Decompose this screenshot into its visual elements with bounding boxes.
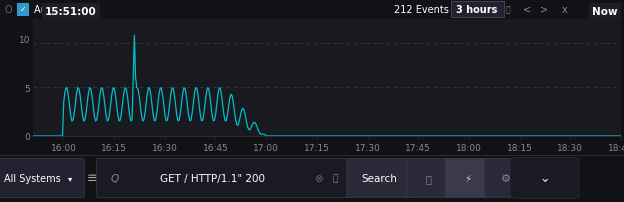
Text: Q: Q bbox=[110, 173, 119, 183]
Text: ⌄: ⌄ bbox=[540, 172, 550, 185]
FancyBboxPatch shape bbox=[407, 159, 451, 198]
FancyBboxPatch shape bbox=[0, 159, 84, 198]
Text: O: O bbox=[5, 5, 12, 15]
FancyBboxPatch shape bbox=[510, 158, 579, 199]
Text: Auto refresh: Auto refresh bbox=[34, 5, 94, 15]
Text: All Systems: All Systems bbox=[4, 173, 61, 183]
Text: 212 Events: 212 Events bbox=[394, 5, 449, 15]
Text: GET / HTTP/1.1" 200: GET / HTTP/1.1" 200 bbox=[160, 173, 265, 183]
Text: Now: Now bbox=[592, 7, 618, 17]
FancyBboxPatch shape bbox=[17, 4, 28, 16]
Text: x: x bbox=[562, 5, 568, 15]
Text: ⚡: ⚡ bbox=[464, 173, 471, 183]
Text: ▾: ▾ bbox=[68, 174, 72, 183]
FancyBboxPatch shape bbox=[446, 159, 489, 198]
Text: 15:51:00: 15:51:00 bbox=[45, 7, 96, 17]
Text: ✓: ✓ bbox=[19, 5, 26, 14]
FancyBboxPatch shape bbox=[97, 159, 353, 198]
Text: ⬧: ⬧ bbox=[505, 5, 510, 14]
Text: <: < bbox=[523, 5, 532, 15]
Text: >: > bbox=[540, 5, 548, 15]
Text: Search: Search bbox=[361, 173, 397, 183]
FancyBboxPatch shape bbox=[451, 2, 504, 18]
Text: ⚙: ⚙ bbox=[501, 173, 511, 183]
Text: 🕐: 🕐 bbox=[426, 173, 432, 183]
Text: ⊗: ⊗ bbox=[314, 173, 323, 183]
Text: 🔔: 🔔 bbox=[333, 174, 338, 183]
FancyBboxPatch shape bbox=[484, 159, 528, 198]
Text: 3 hours: 3 hours bbox=[456, 5, 498, 15]
FancyBboxPatch shape bbox=[346, 159, 412, 198]
Text: ≡: ≡ bbox=[87, 172, 97, 185]
